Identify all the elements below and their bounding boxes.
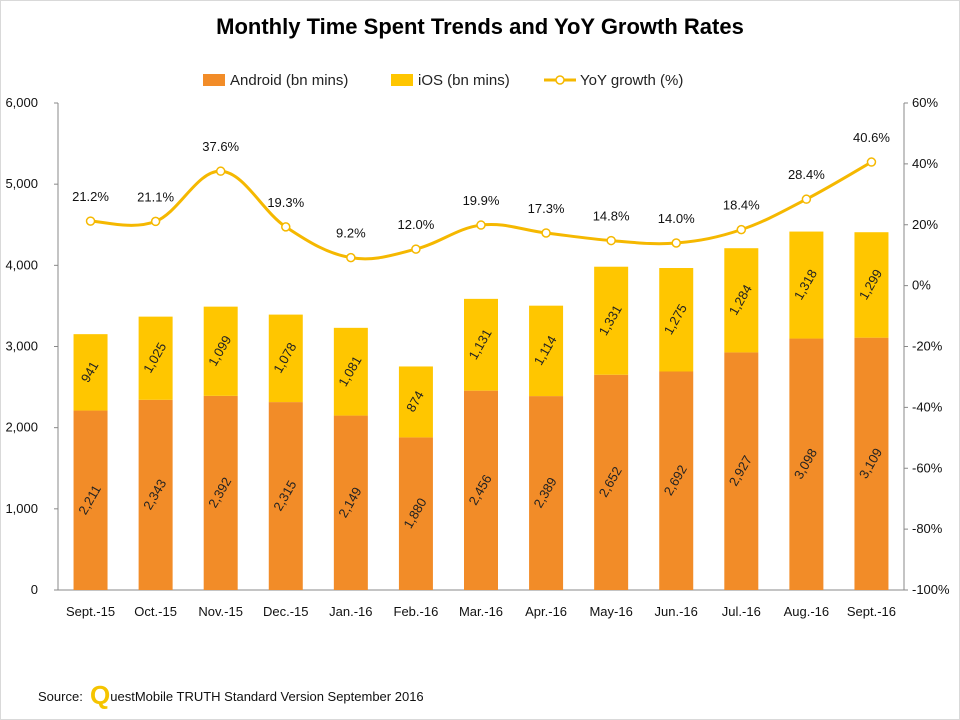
questmobile-logo-letter: Q (90, 680, 111, 710)
ios-bar (529, 305, 564, 397)
source-prefix: Source: (38, 689, 83, 704)
x-tick-label: Oct.-15 (134, 604, 177, 619)
yoy-value-label: 37.6% (202, 139, 239, 154)
yoy-point (866, 157, 877, 167)
yoy-value-label: 12.0% (397, 217, 434, 232)
android-bar (724, 352, 759, 590)
android-bar (464, 390, 498, 590)
android-bar (333, 415, 368, 590)
android-bar (659, 371, 694, 590)
ios-bar (464, 298, 498, 391)
ios-bar (138, 316, 173, 400)
ios-bar (724, 248, 759, 353)
yoy-value-label: 18.4% (723, 198, 760, 213)
bars (73, 231, 889, 590)
yoy-value-label: 28.4% (788, 167, 825, 182)
android-bar (854, 337, 889, 590)
ios-bar (659, 268, 694, 372)
axes: 0 1,000 2,000 3,000 4,000 5,000 6,000 -100% -80%… (5, 95, 950, 619)
android-bar (138, 399, 173, 590)
x-tick-label: Jan.-16 (329, 604, 372, 619)
ios-bar (73, 334, 108, 411)
legend-yoy-label: YoY growth (%) (580, 72, 683, 89)
android-bar (203, 395, 238, 590)
legend-ios-label: iOS (bn mins) (418, 72, 510, 89)
legend-android-swatch (203, 74, 225, 86)
yoy-point (736, 224, 747, 235)
x-tick-label: Aug.-16 (784, 604, 830, 619)
y-left-tick-label: 1,000 (5, 501, 38, 516)
y-left-tick-label: 5,000 (5, 176, 38, 191)
y-right-tick-label: -80% (912, 521, 943, 536)
yoy-point (411, 244, 421, 254)
ios-bar (789, 231, 824, 339)
y-right-tick-label: -100% (912, 582, 950, 597)
yoy-value-label: 14.8% (593, 209, 630, 224)
ios-bar (398, 366, 433, 438)
x-tick-label: Mar.-16 (459, 604, 503, 619)
x-tick-label: Apr.-16 (525, 604, 567, 619)
yoy-point (541, 228, 551, 238)
yoy-point (671, 238, 681, 248)
yoy-value-label: 21.1% (137, 189, 174, 204)
yoy-point (801, 194, 812, 204)
yoy-value-label: 21.2% (72, 189, 109, 204)
ios-bar (333, 327, 368, 416)
legend: Android (bn mins) iOS (bn mins) YoY growth… (203, 72, 683, 89)
legend-yoy-marker (555, 75, 565, 85)
legend-android-label: Android (bn mins) (230, 72, 348, 89)
android-bar (789, 338, 824, 590)
x-tick-label: Feb.-16 (394, 604, 439, 619)
yoy-point (281, 222, 291, 232)
yoy-value-label: 40.6% (853, 130, 890, 145)
y-right-tick-label: 60% (912, 95, 938, 110)
x-tick-label: Sept.-16 (847, 604, 896, 619)
y-right-tick-label: -60% (912, 460, 943, 475)
y-right-tick-label: 20% (912, 217, 938, 232)
yoy-point (606, 235, 616, 246)
source-text: uestMobile TRUTH Standard Version Septem… (110, 689, 424, 704)
x-tick-label: Nov.-15 (198, 604, 243, 619)
y-right-tick-label: 40% (912, 156, 938, 171)
ios-bar (268, 314, 303, 403)
x-tick-label: May-16 (589, 604, 632, 619)
yoy-point (150, 216, 161, 227)
y-left-tick-label: 0 (31, 582, 38, 597)
android-bar (398, 437, 433, 590)
yoy-point (215, 166, 226, 176)
yoy-value-label: 14.0% (658, 211, 695, 226)
y-left-tick-label: 2,000 (5, 420, 38, 435)
yoy-value-label: 9.2% (336, 226, 366, 241)
y-right-tick-label: 0% (912, 278, 931, 293)
android-bar (268, 402, 303, 590)
yoy-point (85, 216, 96, 226)
y-right-tick-label: -20% (912, 339, 943, 354)
x-tick-label: Dec.-15 (263, 604, 309, 619)
yoy-point (476, 220, 486, 230)
yoy-value-label: 19.9% (463, 193, 500, 208)
yoy-value-label: 17.3% (528, 201, 565, 216)
x-tick-label: Sept.-15 (66, 604, 115, 619)
source-note: Source: QuestMobile TRUTH Standard Versi… (38, 680, 424, 711)
android-bar (529, 396, 564, 590)
y-right-tick-label: -40% (912, 399, 943, 414)
yoy-value-label: 19.3% (267, 195, 304, 210)
yoy-point (346, 252, 356, 263)
yoy-line-series: 21.2% 21.1% 37.6% 19.3% 9.2% 12.0% 19.9% 17.3% 1… (72, 130, 890, 263)
android-bar (73, 410, 108, 590)
x-tick-label: Jun.-16 (655, 604, 698, 619)
x-tick-label: Jul.-16 (722, 604, 761, 619)
y-left-tick-label: 6,000 (5, 95, 38, 110)
android-bar (594, 374, 629, 590)
ios-bar (854, 232, 889, 338)
ios-bar (594, 266, 629, 375)
chart-title: Monthly Time Spent Trends and YoY Growth… (216, 14, 744, 39)
legend-ios-swatch (391, 74, 413, 86)
y-left-tick-label: 3,000 (5, 339, 38, 354)
ios-bar (203, 306, 238, 396)
y-left-tick-label: 4,000 (5, 257, 38, 272)
